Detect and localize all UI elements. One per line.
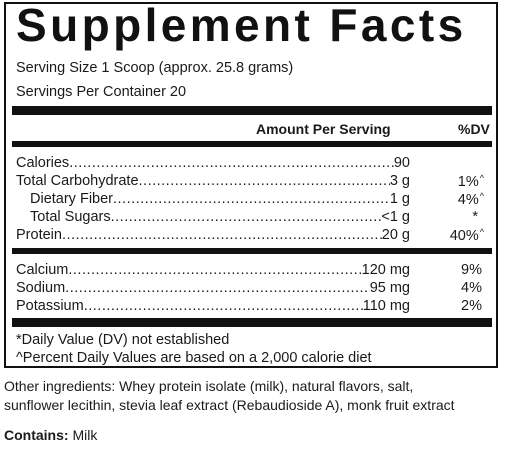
- allergen-statement: Contains: Milk: [4, 427, 97, 443]
- medium-divider: [12, 141, 492, 147]
- nutrient-row-calories: Calories ...............................…: [16, 155, 410, 171]
- medium-divider-2: [12, 248, 492, 254]
- nutrient-row-calcium: Calcium ................................…: [16, 262, 482, 278]
- nutrient-label: Protein: [16, 227, 62, 243]
- nutrient-amount: 20 g: [381, 227, 410, 243]
- nutrient-row-protein: Protein ................................…: [16, 227, 484, 244]
- nutrient-row-dietary-fiber: Dietary Fiber ..........................…: [30, 191, 484, 208]
- nutrient-dv: 9%: [461, 262, 482, 278]
- nutrient-dv: 2%: [461, 298, 482, 314]
- nutrient-label: Calories: [16, 155, 70, 171]
- nutrient-label: Dietary Fiber: [30, 191, 113, 207]
- nutrient-dv: 1%^: [457, 173, 484, 190]
- nutrient-amount: <1 g: [381, 209, 410, 225]
- footnote-percent-dv: ^Percent Daily Values are based on a 2,0…: [16, 350, 372, 366]
- serving-size: Serving Size 1 Scoop (approx. 25.8 grams…: [16, 60, 294, 76]
- nutrient-row-sodium: Sodium .................................…: [16, 280, 482, 296]
- contains-label: Contains:: [4, 427, 69, 443]
- nutrient-dv: 4%: [461, 280, 482, 296]
- nutrient-amount: 90: [393, 155, 410, 171]
- thick-divider-top: [12, 106, 492, 115]
- nutrient-dv: *: [472, 209, 478, 225]
- nutrient-row-total-carbohydrate: Total Carbohydrate .....................…: [16, 173, 484, 190]
- nutrient-amount: 110 mg: [362, 298, 410, 314]
- other-ingredients-line-2: sunflower lecithin, stevia leaf extract …: [4, 397, 455, 413]
- nutrient-row-total-sugars: Total Sugars ...........................…: [30, 209, 478, 225]
- nutrient-label: Total Sugars: [30, 209, 111, 225]
- supplement-facts-panel: Supplement Facts Serving Size 1 Scoop (a…: [4, 0, 498, 368]
- thick-divider-bottom: [12, 318, 492, 327]
- nutrient-amount: 95 mg: [369, 280, 410, 296]
- dv-header: %DV: [458, 121, 490, 137]
- nutrient-label: Potassium: [16, 298, 84, 314]
- nutrient-label: Calcium: [16, 262, 69, 278]
- nutrient-amount: 3 g: [389, 173, 410, 189]
- nutrient-row-potassium: Potassium ..............................…: [16, 298, 482, 314]
- nutrient-amount: 1 g: [389, 191, 410, 207]
- amount-per-serving-header: Amount Per Serving: [256, 121, 391, 137]
- nutrient-dv: 4%^: [457, 191, 484, 208]
- other-ingredients-line-1: Other ingredients: Whey protein isolate …: [4, 378, 414, 394]
- nutrient-dv: 40%^: [449, 227, 484, 244]
- servings-per-container: Servings Per Container 20: [16, 84, 187, 100]
- nutrient-amount: 120 mg: [361, 262, 410, 278]
- footnote-dv-not-established: *Daily Value (DV) not established: [16, 332, 230, 348]
- nutrient-label: Total Carbohydrate: [16, 173, 139, 189]
- contains-value: Milk: [72, 427, 98, 443]
- panel-title: Supplement Facts: [16, 0, 467, 51]
- nutrient-label: Sodium: [16, 280, 66, 296]
